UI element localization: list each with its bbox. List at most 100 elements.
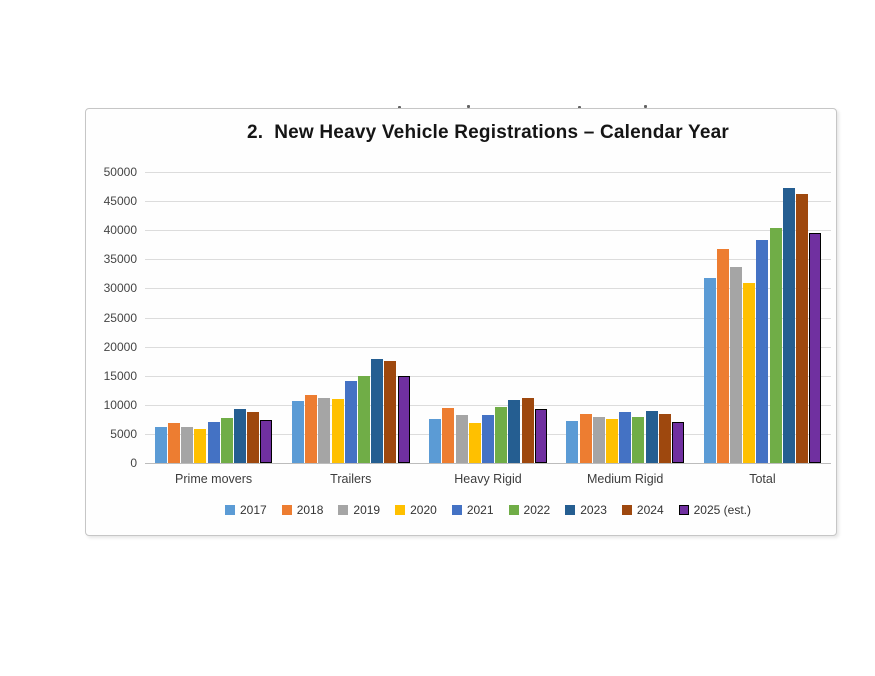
bar-trailers-2024 <box>384 360 397 463</box>
bar-medium-rigid-2017 <box>566 420 579 463</box>
bar-heavy-rigid-2022 <box>495 406 508 463</box>
legend-label: 2018 <box>296 503 324 517</box>
bar-medium-rigid-2021 <box>619 411 632 463</box>
bar-heavy-rigid-2023 <box>508 399 521 463</box>
x-axis-category-label: Heavy Rigid <box>454 472 522 486</box>
y-axis-tick-label: 45000 <box>103 194 137 209</box>
crop-artifact-dot <box>578 106 581 109</box>
legend-label: 2021 <box>466 503 494 517</box>
legend-swatch-icon <box>281 505 292 515</box>
crop-artifact-dot <box>398 106 401 109</box>
y-gridline <box>145 404 831 406</box>
bar-medium-rigid-2022 <box>632 417 645 463</box>
legend-item: 2024 <box>621 503 664 517</box>
legend-label: 2023 <box>580 503 607 517</box>
bar-total-2020 <box>743 282 756 463</box>
bar-heavy-rigid-2020 <box>468 422 481 463</box>
bar-total-2018 <box>716 248 729 463</box>
y-axis-tick-label: 30000 <box>103 281 137 296</box>
legend-item: 2018 <box>281 503 324 517</box>
bar-medium-rigid-2019 <box>592 417 605 463</box>
bar-medium-rigid-2020 <box>606 419 618 463</box>
bar-medium-rigid-2023 <box>645 410 658 463</box>
x-axis-line <box>145 463 831 464</box>
bar-trailers-2023 <box>371 358 384 463</box>
y-gridline <box>145 346 831 348</box>
bar-total-2025-est- <box>809 233 822 463</box>
crop-artifact-dot <box>467 105 470 108</box>
bar-total-2023 <box>782 188 795 463</box>
legend-item: 2020 <box>395 503 437 517</box>
y-axis-tick-label: 20000 <box>103 339 137 354</box>
bar-medium-rigid-2024 <box>658 413 671 463</box>
bar-trailers-2018 <box>305 394 318 463</box>
y-gridline <box>145 230 831 232</box>
legend-swatch-icon <box>338 505 349 515</box>
bar-medium-rigid-2018 <box>579 414 592 463</box>
bar-prime-movers-2022 <box>220 418 233 463</box>
y-gridline <box>145 201 831 203</box>
y-gridline <box>145 375 831 377</box>
bar-prime-movers-2025-est- <box>260 419 273 463</box>
y-axis-tick-label: 25000 <box>103 310 137 325</box>
legend-swatch-icon <box>451 505 462 515</box>
legend-label: 2025 (est.) <box>693 503 751 517</box>
bar-total-2019 <box>730 266 742 463</box>
x-axis-category-label: Prime movers <box>175 472 253 486</box>
bar-prime-movers-2023 <box>234 409 246 463</box>
y-axis-tick-label: 0 <box>130 456 137 470</box>
bar-heavy-rigid-2024 <box>521 397 534 463</box>
chart-legend: 2017 2018 2019 2020 2021 2022 2023 2024 2025 (es… <box>126 503 850 517</box>
legend-item: 2025 (est.) <box>678 503 751 517</box>
legend-label: 2024 <box>636 503 664 517</box>
legend-label: 2019 <box>353 503 381 517</box>
y-axis-tick-label: 50000 <box>103 165 137 179</box>
legend-swatch-icon <box>395 505 406 515</box>
legend-item: 2019 <box>338 503 380 517</box>
legend-swatch-icon <box>225 505 235 515</box>
bar-trailers-2020 <box>331 398 344 463</box>
bar-heavy-rigid-2021 <box>482 414 494 463</box>
x-axis-category-label: Medium Rigid <box>586 472 664 486</box>
x-axis-category-label: Trailers <box>330 472 372 486</box>
bar-heavy-rigid-2025-est- <box>534 408 547 463</box>
y-axis-tick-label: 5000 <box>110 426 137 441</box>
legend-item: 2023 <box>565 503 607 517</box>
bar-medium-rigid-2025-est- <box>672 421 684 463</box>
y-gridline <box>145 317 831 319</box>
legend-swatch-icon <box>508 505 519 515</box>
bar-total-2022 <box>769 228 782 463</box>
legend-label: 2022 <box>523 503 551 517</box>
y-axis-tick-label: 15000 <box>103 368 137 383</box>
y-axis-tick-label: 40000 <box>103 223 137 238</box>
bar-prime-movers-2021 <box>207 422 220 463</box>
legend-item: 2017 <box>225 503 267 517</box>
legend-swatch-icon <box>678 505 689 515</box>
bar-trailers-2021 <box>344 380 357 463</box>
bar-heavy-rigid-2019 <box>455 414 468 463</box>
bar-heavy-rigid-2018 <box>442 407 455 463</box>
bar-trailers-2017 <box>292 400 304 463</box>
chart-title: 2. New Heavy Vehicle Registrations – Cal… <box>247 122 729 143</box>
bar-total-2021 <box>756 240 769 463</box>
y-gridline <box>145 172 831 173</box>
y-gridline <box>145 288 831 290</box>
bar-prime-movers-2024 <box>247 411 260 463</box>
bar-trailers-2025-est- <box>397 375 410 463</box>
legend-item: 2021 <box>451 503 494 517</box>
legend-swatch-icon <box>565 505 576 515</box>
x-axis-category-label: Total <box>749 472 776 486</box>
bar-total-2017 <box>703 277 716 463</box>
plot-area: 0 5000 10000 15000 20000 25000 30000 35000 40000… <box>86 109 838 537</box>
bar-total-2024 <box>796 193 808 463</box>
bar-heavy-rigid-2017 <box>429 419 442 463</box>
legend-item: 2022 <box>508 503 551 517</box>
bar-trailers-2022 <box>358 376 370 463</box>
bar-prime-movers-2020 <box>194 429 207 463</box>
y-gridline <box>145 259 831 261</box>
bar-prime-movers-2018 <box>168 422 180 463</box>
legend-swatch-icon <box>621 505 632 515</box>
y-axis-tick-label: 10000 <box>103 397 137 412</box>
bar-trailers-2019 <box>318 398 331 463</box>
